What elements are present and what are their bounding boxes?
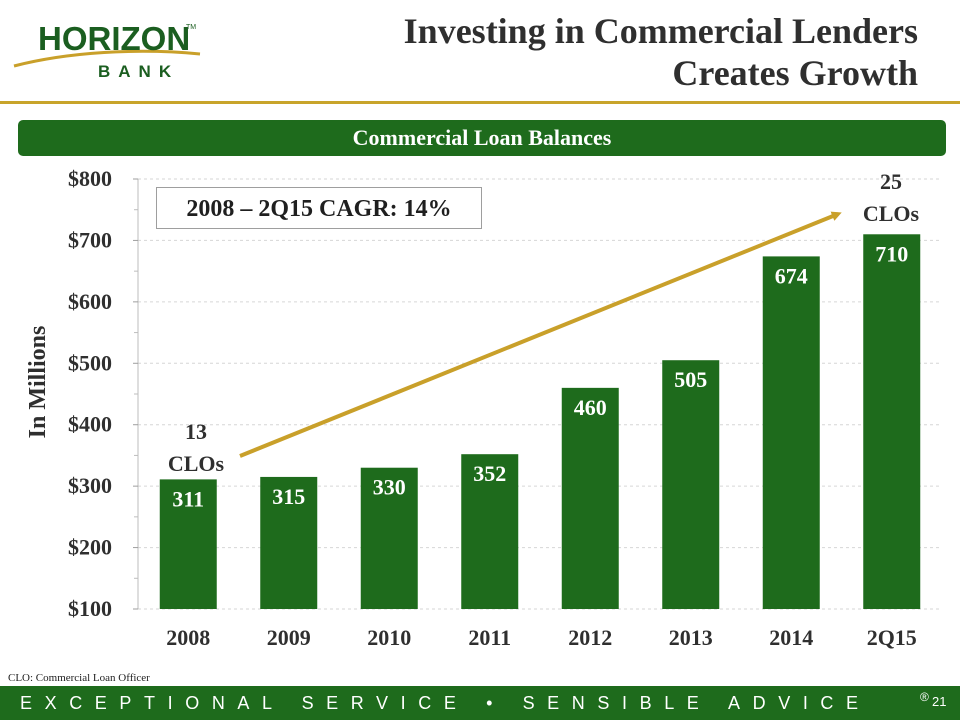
x-tick-label-2012: 2012 — [568, 625, 612, 650]
horizon-bank-logo: HORIZON TM BANK — [8, 14, 208, 86]
bar-2011 — [461, 454, 519, 609]
footer-bar: EXCEPTIONAL SERVICE • SENSIBLE ADVICE ® … — [0, 686, 960, 720]
y-tick-label: $600 — [68, 289, 112, 314]
x-tick-label-2009: 2009 — [267, 625, 311, 650]
x-tick-label-2011: 2011 — [468, 625, 511, 650]
bar-2009 — [260, 476, 318, 609]
footnote: CLO: Commercial Loan Officer — [8, 672, 150, 684]
x-tick-label-2Q15: 2Q15 — [867, 625, 917, 650]
commercial-loan-bar-chart: $100$200$300$400$500$600$700$800 311 315 3… — [25, 166, 942, 650]
y-tick-label: $500 — [68, 350, 112, 375]
data-label-2008: 311 — [172, 486, 204, 511]
x-axis-labels: 2008 2009 2010 2011 2012 2013 2014 2Q15 — [166, 625, 917, 650]
registered-mark: ® — [920, 690, 929, 704]
title-divider — [0, 101, 960, 104]
chart-banner: Commercial Loan Balances — [18, 120, 946, 156]
bar-2008 — [159, 479, 217, 609]
y-axis-title: In Millions — [25, 326, 51, 439]
logo-wordmark: HORIZON — [38, 20, 191, 57]
start-clo-count: 13 — [185, 419, 207, 444]
data-label-2014: 674 — [775, 263, 808, 288]
y-tick-label: $400 — [68, 412, 112, 437]
x-tick-label-2008: 2008 — [166, 625, 210, 650]
page-number: 21 — [932, 694, 947, 709]
y-tick-label: $800 — [68, 166, 112, 191]
bar-2Q15 — [863, 234, 921, 610]
data-label-2013: 505 — [674, 367, 707, 392]
logo-subtitle: BANK — [98, 62, 180, 81]
logo-trademark: TM — [186, 24, 197, 31]
gridlines — [138, 178, 942, 610]
slide-title-line-2: Creates Growth — [672, 53, 918, 93]
bar-2010 — [360, 467, 418, 609]
end-clo-label: CLOs — [863, 201, 920, 226]
y-tick-label: $100 — [68, 596, 112, 621]
slide-title-line-1: Investing in Commercial Lenders — [403, 11, 918, 51]
data-label-2011: 352 — [473, 461, 506, 486]
data-label-2Q15: 710 — [875, 241, 908, 266]
bars: 311 315 330 352 460 505 674 710 — [159, 234, 921, 610]
x-tick-label-2013: 2013 — [669, 625, 713, 650]
x-tick-label-2014: 2014 — [769, 625, 813, 650]
cagr-callout: 2008 – 2Q15 CAGR: 14% — [156, 187, 482, 229]
data-label-2009: 315 — [272, 484, 305, 509]
x-tick-label-2010: 2010 — [367, 625, 411, 650]
logo-swoosh-icon — [13, 49, 201, 68]
bar-2012 — [561, 387, 619, 609]
y-tick-label: $300 — [68, 473, 112, 498]
y-tick-label: $200 — [68, 535, 112, 560]
end-clo-count: 25 — [880, 169, 902, 194]
growth-arrow — [239, 211, 842, 458]
slide-title: Investing in Commercial Lenders Creates … — [404, 10, 918, 94]
bar-2013 — [662, 360, 720, 609]
data-label-2010: 330 — [373, 475, 406, 500]
data-label-2012: 460 — [574, 395, 607, 420]
y-tick-label: $700 — [68, 227, 112, 252]
bar-2014 — [762, 256, 820, 609]
start-clo-label: CLOs — [168, 451, 225, 476]
footer-tagline: EXCEPTIONAL SERVICE • SENSIBLE ADVICE — [20, 693, 871, 713]
y-axis: $100 $200 $300 $400 $500 $600 $700 $800 — [68, 166, 139, 621]
